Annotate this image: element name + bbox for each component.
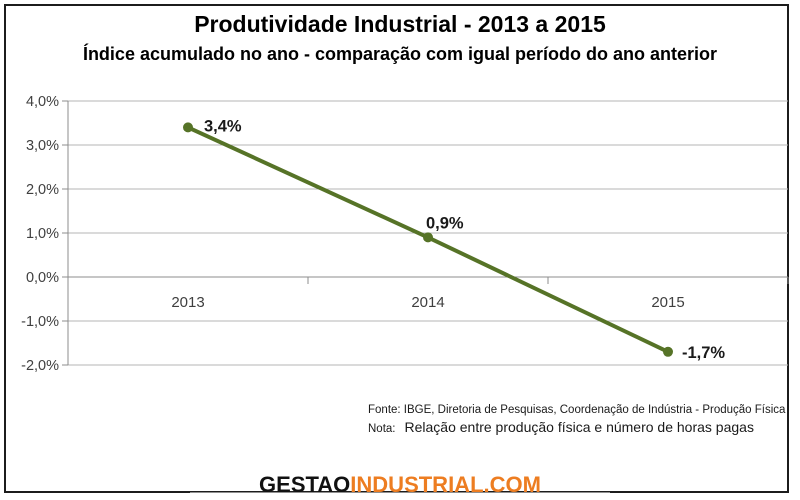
y-tick-label: 2,0%: [26, 182, 59, 198]
method-note: Nota: Relação entre produção física e núm…: [368, 419, 785, 437]
source-note: Fonte: IBGE, Diretoria de Pesquisas, Coo…: [368, 404, 786, 416]
y-tick-label: 4,0%: [26, 94, 59, 110]
data-label-2015: -1,7%: [682, 344, 725, 362]
x-tick-label-2013: 2013: [171, 294, 204, 311]
y-tick-label: 0,0%: [26, 270, 59, 286]
footer-notes: Fonte: IBGE, Diretoria de Pesquisas, Coo…: [368, 403, 785, 437]
method-note-label: Nota:: [368, 423, 396, 436]
method-note-text: Relação entre produção física e número d…: [404, 419, 754, 436]
y-tick-label: -2,0%: [21, 358, 59, 374]
data-label-2014: 0,9%: [426, 214, 464, 232]
data-label-2013: 3,4%: [204, 117, 242, 135]
chart-subtitle: Índice acumulado no ano - comparação com…: [82, 44, 718, 64]
data-point-2015: [663, 346, 673, 357]
x-tick-label-2014: 2014: [411, 294, 444, 311]
data-point-2014: [423, 232, 433, 243]
logo-underline: [190, 492, 610, 493]
x-tick-label-2015: 2015: [651, 294, 684, 311]
gestaoindustrial-logo[interactable]: GESTAOINDUSTRIAL.COM: [0, 472, 800, 498]
chart-title: Produtividade Industrial - 2013 a 2015: [194, 11, 606, 37]
logo-text-gestao: GESTAO: [259, 472, 351, 497]
y-tick-label: -1,0%: [21, 314, 59, 330]
y-tick-label: 1,0%: [26, 226, 59, 242]
y-tick-label: 3,0%: [26, 138, 59, 154]
data-point-2013: [183, 122, 193, 133]
logo-text-industrial: INDUSTRIAL.COM: [350, 472, 541, 497]
